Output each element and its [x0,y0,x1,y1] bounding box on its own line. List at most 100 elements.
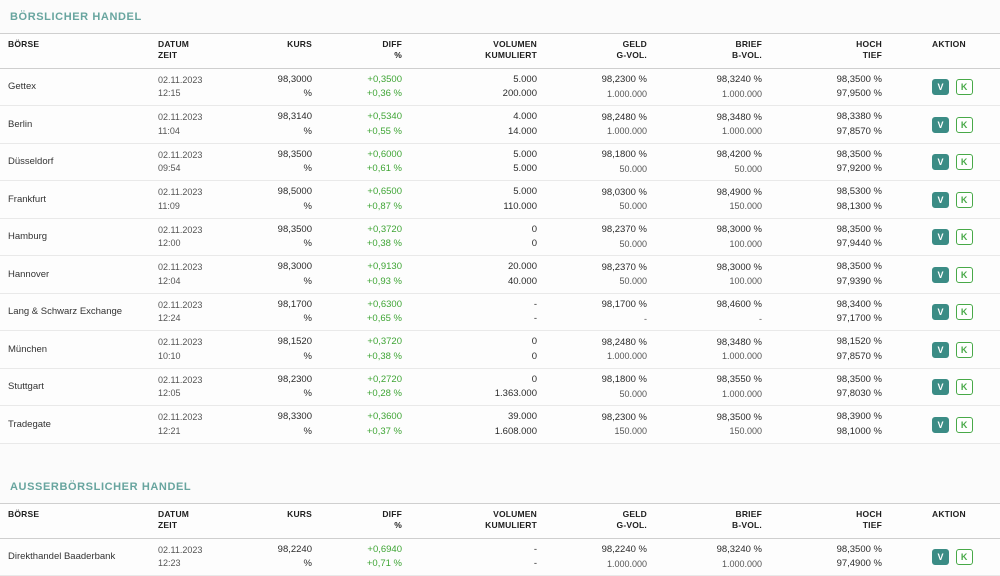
section-title: AUSSERBÖRSLICHER HANDEL [10,480,192,493]
volume-cell: 0 1.363.000 [410,368,545,407]
kurs-cell: 98,3000 % [260,68,320,107]
brief-kurs: 98,3000 % [716,261,762,273]
brief-cell: 98,3500 % 150.000 [655,405,770,444]
diff-pct: +0,65 % [366,313,402,325]
brief-kurs: 98,4200 % [716,149,762,161]
hoch-tief-cell: 98,3500 % 97,4900 % [770,538,890,576]
volume-cell: 0 0 [410,330,545,369]
sell-button[interactable]: V [932,266,949,283]
buy-button[interactable]: K [955,266,973,283]
section-exchange-trading: BÖRSLICHER HANDEL BÖRSE DATUM ZEIT KURS D… [0,11,1000,444]
sell-button[interactable]: V [932,379,949,396]
section-title: BÖRSLICHER HANDEL [10,11,142,23]
buy-button[interactable]: K [955,379,973,396]
buy-button[interactable]: K [955,154,973,171]
buy-button[interactable]: K [955,229,973,246]
diff-cell: +0,6300 +0,65 % [320,293,410,332]
hoch-value: 98,3500 % [836,73,882,85]
kurs-cell: 98,1700 % [260,293,320,332]
sell-button[interactable]: V [932,304,949,321]
diff-cell: +0,3500 +0,36 % [320,68,410,107]
buy-button[interactable]: K [955,304,973,321]
sell-button[interactable]: V [932,549,949,565]
kurs-cell: 98,1520 % [260,330,320,369]
sell-button[interactable]: V [932,154,949,171]
geld-cell: 98,2300 % 150.000 [545,405,655,444]
diff-pct: +0,93 % [366,275,402,287]
sell-button[interactable]: V [932,79,949,96]
diff-pct: +0,61 % [366,163,402,175]
datetime-cell: 02.11.2023 11:04 [150,105,260,144]
brief-cell: 98,4200 % 50.000 [655,143,770,182]
diff-pct: +0,38 % [366,238,402,250]
kurs-cell: 98,2300 % [260,368,320,407]
geld-cell: 98,1800 % 50.000 [545,368,655,407]
col-kurs: KURS [260,33,320,69]
buy-button[interactable]: K [955,549,973,565]
brief-cell: 98,3000 % 100.000 [655,255,770,294]
datetime-cell: 02.11.2023 12:05 [150,368,260,407]
geld-cell: 98,2480 % 1.000.000 [545,330,655,369]
action-cell: V K [890,105,1000,144]
tief-value: 97,9500 % [836,88,882,100]
trade-date: 02.11.2023 [158,544,203,555]
brief-kurs: 98,4900 % [716,186,762,198]
brief-volumen: 1.000.000 [721,126,762,137]
hoch-tief-cell: 98,3900 % 98,1000 % [770,405,890,444]
volume-value: 5.000 [513,148,537,160]
diff-pct: +0,38 % [366,350,402,362]
brief-volumen: 100.000 [729,238,762,249]
trade-time: 11:04 [158,125,180,136]
hoch-tief-cell: 98,3400 % 97,1700 % [770,293,890,332]
datetime-cell: 02.11.2023 12:24 [150,293,260,332]
sell-button[interactable]: V [932,229,949,246]
table-row: Stuttgart 02.11.2023 12:05 98,2300 % +0,… [0,368,1000,407]
sell-button[interactable]: V [932,416,949,433]
buy-button[interactable]: K [955,341,973,358]
geld-kurs: 98,2480 % [601,336,647,348]
sell-button[interactable]: V [932,116,949,133]
sell-button[interactable]: V [932,191,949,208]
datetime-cell: 02.11.2023 11:09 [150,180,260,219]
sell-button[interactable]: V [932,341,949,358]
brief-volumen: 1.000.000 [721,88,762,99]
geld-kurs: 98,2240 % [601,544,647,556]
geld-cell: 98,2300 % 1.000.000 [545,68,655,107]
geld-kurs: 98,2370 % [601,261,647,273]
buy-button[interactable]: K [955,191,973,208]
table-row: Düsseldorf 02.11.2023 09:54 98,3500 % +0… [0,143,1000,182]
kurs-value: 98,2300 % [277,373,312,400]
tief-value: 97,8570 % [836,125,882,137]
exchange-name: Düsseldorf [0,143,150,182]
trade-date: 02.11.2023 [158,187,203,198]
diff-pct: +0,36 % [366,88,402,100]
trade-date: 02.11.2023 [158,224,203,235]
col-brief: BRIEF B-VOL. [655,502,770,539]
geld-cell: 98,2370 % 50.000 [545,218,655,257]
tief-value: 97,8030 % [836,388,882,400]
kurs-value: 98,3000 % [277,261,312,287]
buy-button[interactable]: K [955,416,973,433]
volume-cell: 0 0 [410,218,545,257]
table-row: München 02.11.2023 10:10 98,1520 % +0,37… [0,330,1000,369]
hoch-value: 98,3500 % [836,261,882,273]
hoch-value: 98,3500 % [836,543,882,555]
table-row: Direkthandel Baaderbank 02.11.2023 12:23… [0,538,1000,576]
volume-value: 5.000 [513,73,537,85]
kurs-cell: 98,2240 % [260,538,320,576]
geld-cell: 98,2240 % 1.000.000 [545,538,655,576]
kurs-value: 98,3140 % [277,111,312,137]
exchange-name: Frankfurt [0,180,150,219]
geld-kurs: 98,2370 % [601,224,647,236]
col-hoch-tief: HOCH TIEF [770,33,890,69]
kurs-cell: 98,3140 % [260,105,320,144]
buy-button[interactable]: K [955,116,973,133]
kurs-cell: 98,3000 % [260,255,320,294]
hoch-value: 98,3500 % [836,223,882,235]
kurs-cell: 98,3500 % [260,143,320,182]
volume-cumulated: 14.000 [507,125,537,137]
buy-button[interactable]: K [955,79,973,96]
table-header-row: BÖRSE DATUM ZEIT KURS DIFF% VOLUMEN KUMULI… [0,502,1000,539]
hoch-value: 98,1520 % [836,336,882,348]
geld-volumen: 1.000.000 [606,126,647,137]
